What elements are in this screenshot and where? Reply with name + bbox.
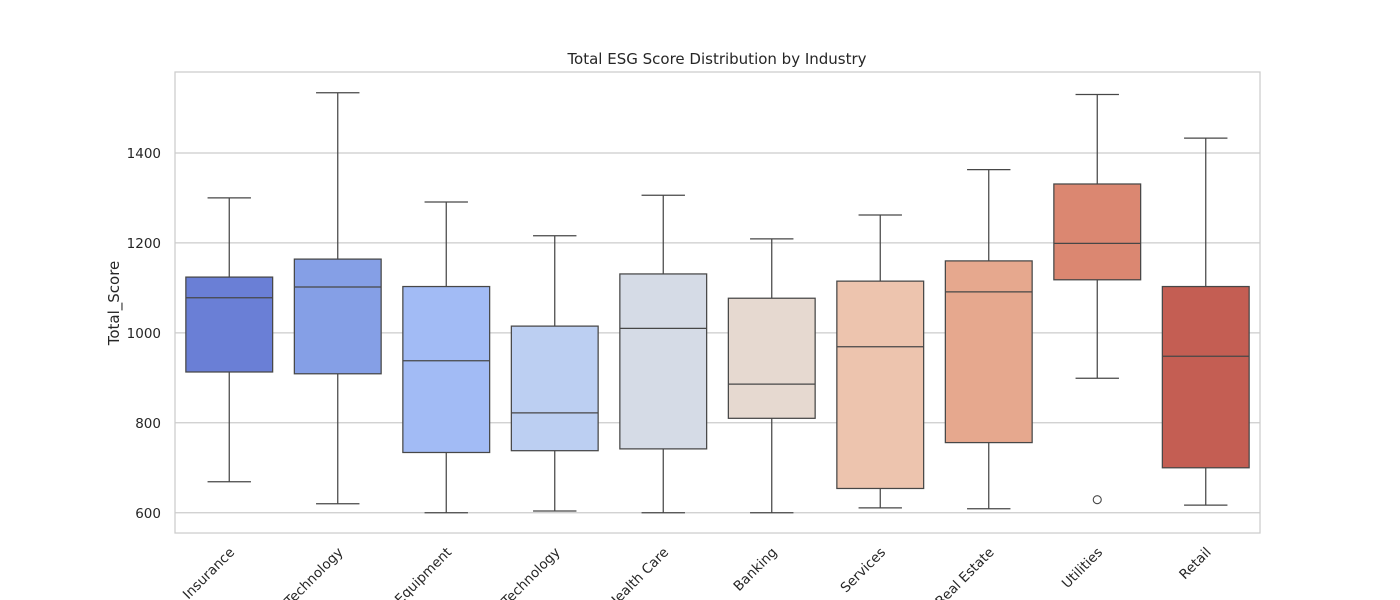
plot-frame	[174, 71, 1261, 534]
box	[1053, 183, 1142, 281]
box-group-8	[1053, 93, 1142, 505]
y-tick-label-1200: 1200	[127, 236, 161, 252]
outlier-point	[1092, 495, 1102, 505]
x-tick-label-2: Equipment	[392, 545, 455, 600]
box	[185, 276, 274, 373]
box	[1161, 285, 1250, 469]
box-group-1	[293, 92, 382, 505]
box-group-9	[1161, 137, 1250, 506]
x-tick-label-6: Services	[838, 545, 890, 597]
box	[944, 260, 1033, 444]
box-group-5	[727, 238, 816, 514]
y-tick-label-1400: 1400	[127, 146, 161, 162]
x-tick-label-8: Utilities	[1059, 545, 1106, 592]
x-ticks: Insurance Technology Equipment Technology He…	[180, 545, 1215, 600]
y-tick-label-800: 800	[135, 416, 161, 432]
box-group-3	[510, 235, 599, 512]
box-group-2	[402, 201, 491, 514]
x-tick-label-7: Real Estate	[932, 545, 997, 600]
x-tick-label-4: Health Care	[604, 545, 672, 600]
box-group-4	[619, 194, 708, 514]
x-tick-label-0: Insurance	[180, 545, 238, 600]
box	[510, 325, 599, 452]
x-tick-label-9: Retail	[1176, 545, 1214, 583]
box-group-7	[944, 168, 1033, 510]
box-group-0	[185, 197, 274, 483]
x-tick-label-3: Technology	[498, 545, 564, 600]
x-tick-label-1: Technology	[281, 545, 347, 600]
box	[727, 297, 816, 419]
x-tick-label-5: Banking	[731, 545, 781, 595]
box-group-6	[836, 214, 925, 509]
box	[836, 280, 925, 490]
y-tick-label-1000: 1000	[127, 326, 161, 342]
box	[293, 258, 382, 375]
y-tick-label-600: 600	[135, 506, 161, 522]
boxes	[185, 92, 1250, 514]
chart-title: Total ESG Score Distribution by Industry	[566, 50, 866, 68]
y-axis-label: Total_Score	[105, 261, 124, 347]
box	[402, 285, 491, 454]
y-ticks: 600 800 1000 1200 1400	[127, 146, 161, 522]
box	[619, 273, 708, 450]
